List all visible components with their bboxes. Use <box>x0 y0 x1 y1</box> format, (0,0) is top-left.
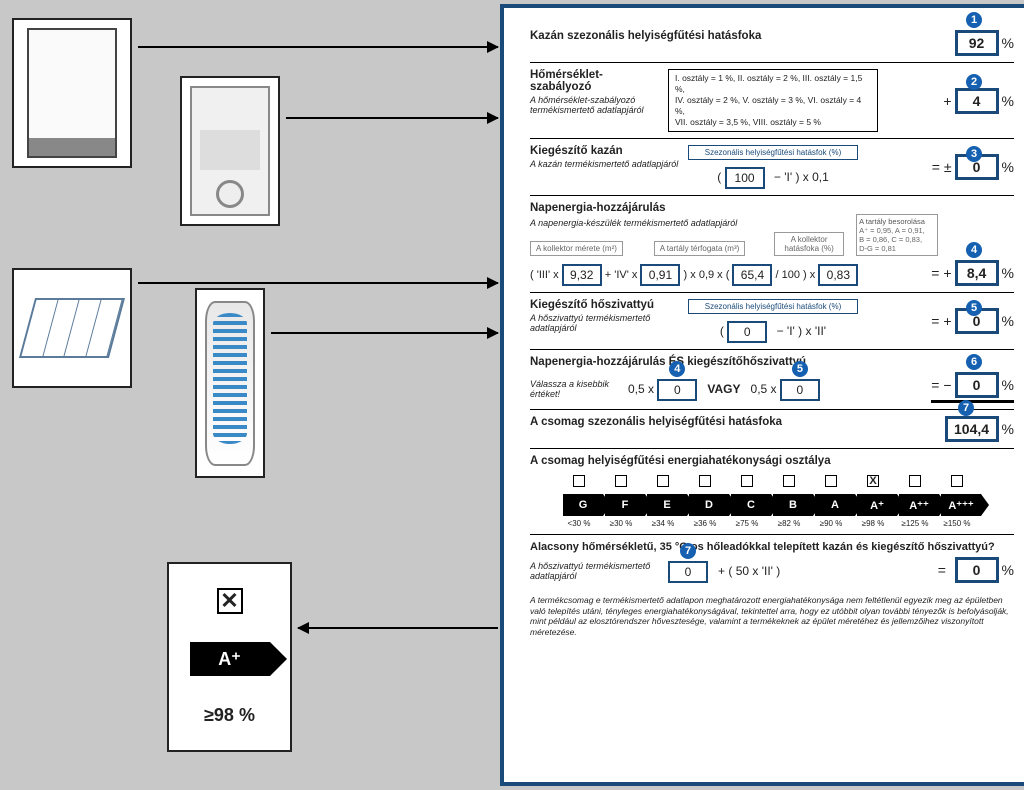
energy-class-thresholds: <30 %≥30 %≥34 %≥36 %≥75 %≥82 %≥90 %≥98 %… <box>530 519 1014 528</box>
r2-value: 4 <box>955 88 999 114</box>
r2-sub: A hőmérséklet-szabályozó termékismertető… <box>530 95 660 115</box>
energy-class-arrows: GFEDCBAA⁺A⁺⁺A⁺⁺⁺ <box>530 494 1014 516</box>
row-solar-contribution: Napenergia-hozzájárulás A napenergia-kés… <box>530 196 1014 293</box>
row-low-temp: Alacsony hőmérsékletű, 35 °C-os hőleadók… <box>530 535 1014 589</box>
rating-threshold: ≥98 % <box>204 705 255 726</box>
arrow-thermostat <box>286 117 498 119</box>
r9-title: Alacsony hőmérsékletű, 35 °C-os hőleadók… <box>530 541 1014 553</box>
rating-class: A⁺ <box>190 642 270 676</box>
row-solar-and-heatpump: Napenergia-hozzájárulás ÉS kiegészítőhős… <box>530 350 1014 410</box>
r2-title: Hőmérséklet-szabályozó <box>530 69 660 93</box>
r4-sub: A napenergia-készülék termékismertető ad… <box>530 218 844 228</box>
energy-rating-label: ✕ A⁺ ≥98 % <box>167 562 292 752</box>
row-package-efficiency: A csomag szezonális helyiségfűtési hatás… <box>530 410 1014 449</box>
r1-title: Kazán szezonális helyiségfűtési hatásfok… <box>530 30 761 42</box>
badge-1: 1 <box>966 12 982 28</box>
r9-value: 0 <box>955 557 999 583</box>
r4-title: Napenergia-hozzájárulás <box>530 202 1014 214</box>
r3-title: Kiegészítő kazán <box>530 145 680 157</box>
r7-title: A csomag szezonális helyiségfűtési hatás… <box>530 416 782 428</box>
r4-tankclass: A tartály besorolása A⁺ = 0,95, A = 0,91… <box>856 214 938 256</box>
r6-title: Napenergia-hozzájárulás ÉS kiegészítőhős… <box>530 356 1014 368</box>
row-boiler-efficiency: Kazán szezonális helyiségfűtési hatásfok… <box>530 24 1014 63</box>
calculation-form: Kazán szezonális helyiségfűtési hatásfok… <box>500 4 1024 786</box>
r3-boxlabel: Szezonális helyiségfűtési hatásfok (%) <box>688 145 858 160</box>
solar-collector-icon <box>12 268 132 388</box>
r6-value: 0 <box>955 372 999 398</box>
row-supplementary-boiler: Kiegészítő kazán A kazán termékismertető… <box>530 139 1014 196</box>
r3-sub: A kazán termékismertető adatlapjáról <box>530 159 680 169</box>
left-components: ✕ A⁺ ≥98 % <box>12 12 492 782</box>
row-energy-class: A csomag helyiségfűtési energiahatékonys… <box>530 449 1014 535</box>
r5-title: Kiegészítő hőszivattyú <box>530 299 680 311</box>
boiler-icon <box>12 18 132 168</box>
arrow-solar <box>138 282 498 284</box>
r2-info: I. osztály = 1 %, II. osztály = 2 %, III… <box>668 69 878 132</box>
disclaimer-text: A termékcsomag e termékismertető adatlap… <box>530 595 1014 638</box>
arrow-boiler <box>138 46 498 48</box>
thermostat-icon <box>180 76 280 226</box>
energy-class-checks: X <box>530 475 1014 490</box>
r1-value: 92 <box>955 30 999 56</box>
row-thermostat: Hőmérséklet-szabályozó A hőmérséklet-sza… <box>530 63 1014 139</box>
arrow-tank <box>271 332 498 334</box>
r3-v100: 100 <box>725 167 765 189</box>
row-supplementary-heatpump: Kiegészítő hőszivattyú A hőszivattyú ter… <box>530 293 1014 350</box>
r8-title: A csomag helyiségfűtési energiahatékonys… <box>530 455 1014 467</box>
r4-value: 8,4 <box>955 260 999 286</box>
r5-sub: A hőszivattyú termékismertető adatlapjár… <box>530 313 680 333</box>
badge-7: 7 <box>958 400 974 416</box>
arrow-rating <box>298 627 498 629</box>
rating-mark: ✕ <box>217 588 243 614</box>
r7-value: 104,4 <box>945 416 999 442</box>
badge-2: 2 <box>966 74 982 90</box>
storage-tank-icon <box>195 288 265 478</box>
